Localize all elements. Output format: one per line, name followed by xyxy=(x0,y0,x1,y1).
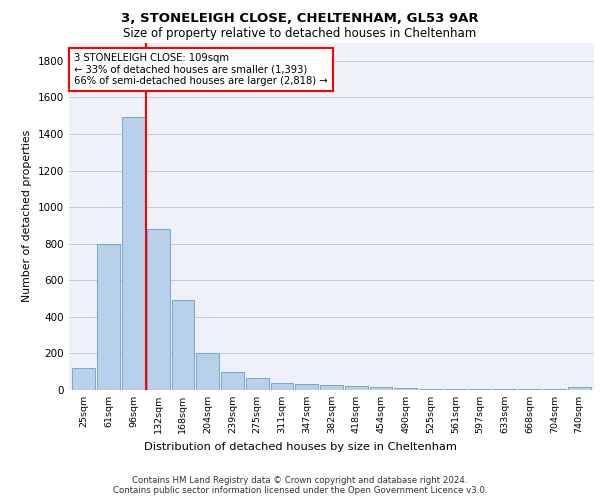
Bar xyxy=(469,389,491,390)
Bar xyxy=(518,389,541,390)
Bar xyxy=(394,388,417,390)
Bar xyxy=(320,384,343,390)
Bar xyxy=(568,388,590,390)
Bar xyxy=(419,389,442,390)
Text: 3, STONELEIGH CLOSE, CHELTENHAM, GL53 9AR: 3, STONELEIGH CLOSE, CHELTENHAM, GL53 9A… xyxy=(121,12,479,26)
Text: Size of property relative to detached houses in Cheltenham: Size of property relative to detached ho… xyxy=(124,28,476,40)
Bar xyxy=(246,378,269,390)
Bar xyxy=(221,372,244,390)
Bar xyxy=(172,300,194,390)
Bar xyxy=(196,352,219,390)
Bar xyxy=(444,389,467,390)
Text: Contains HM Land Registry data © Crown copyright and database right 2024.
Contai: Contains HM Land Registry data © Crown c… xyxy=(113,476,487,495)
Bar xyxy=(147,229,170,390)
Bar xyxy=(345,386,368,390)
Y-axis label: Number of detached properties: Number of detached properties xyxy=(22,130,32,302)
Bar xyxy=(73,368,95,390)
Bar xyxy=(122,118,145,390)
Bar xyxy=(543,389,566,390)
Bar xyxy=(295,384,318,390)
Bar xyxy=(271,382,293,390)
Text: 3 STONELEIGH CLOSE: 109sqm
← 33% of detached houses are smaller (1,393)
66% of s: 3 STONELEIGH CLOSE: 109sqm ← 33% of deta… xyxy=(74,53,328,86)
Bar xyxy=(493,389,516,390)
Bar xyxy=(370,388,392,390)
Text: Distribution of detached houses by size in Cheltenham: Distribution of detached houses by size … xyxy=(143,442,457,452)
Bar xyxy=(97,244,120,390)
